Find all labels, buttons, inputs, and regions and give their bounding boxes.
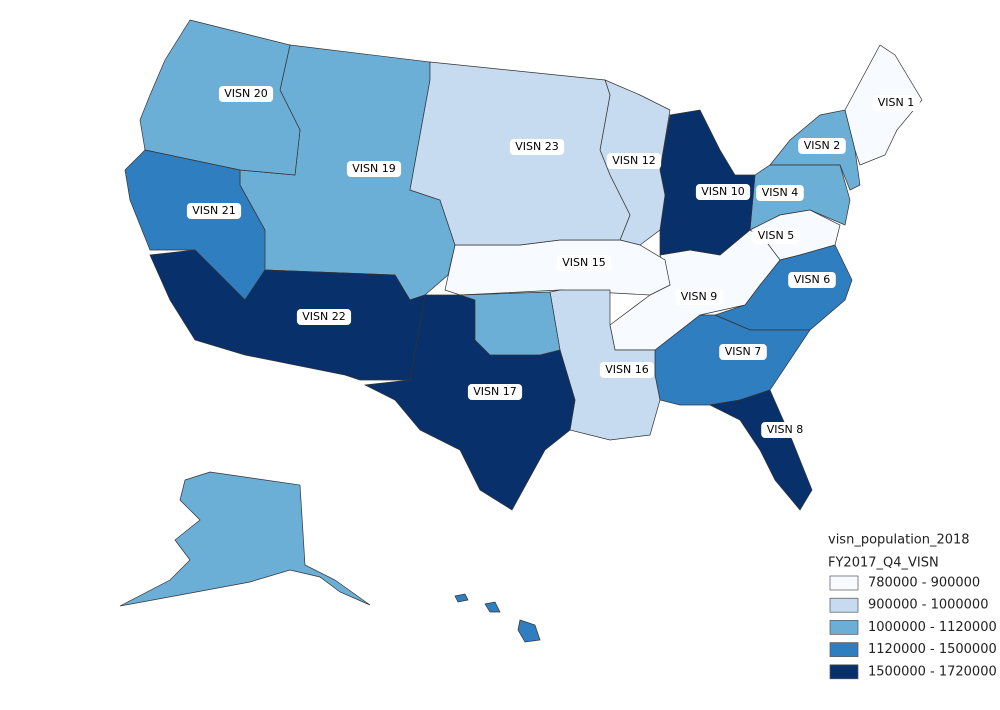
label-halo bbox=[218, 86, 274, 102]
region-label: VISN 2 bbox=[804, 139, 840, 152]
label-halo bbox=[752, 228, 800, 244]
region bbox=[459, 291, 561, 356]
region-label: VISN 6 bbox=[794, 273, 830, 286]
label-halo bbox=[756, 185, 804, 201]
legend-swatch bbox=[829, 597, 859, 613]
region-label: VISN 16 bbox=[605, 363, 648, 376]
legend-swatch bbox=[829, 664, 859, 680]
label-halo bbox=[872, 95, 920, 111]
legend-title: visn_population_2018 bbox=[828, 533, 970, 548]
region-label: VISN 15 bbox=[562, 256, 605, 269]
legend-swatch bbox=[829, 575, 859, 591]
region-label: VISN 8 bbox=[767, 423, 803, 436]
region-label: VISN 19 bbox=[352, 162, 395, 175]
region-label: VISN 9 bbox=[681, 290, 717, 303]
region-label: VISN 12 bbox=[612, 154, 655, 167]
label-halo bbox=[761, 422, 809, 438]
legend: visn_population_2018 FY2017_Q4_VISN 7800… bbox=[828, 533, 997, 680]
label-halo bbox=[788, 272, 836, 288]
legend-label: 1500000 - 1720000 bbox=[868, 664, 997, 679]
regions bbox=[119, 19, 923, 643]
region bbox=[659, 109, 756, 256]
label-halo bbox=[509, 139, 565, 155]
region-label: VISN 23 bbox=[515, 140, 558, 153]
label-halo bbox=[556, 255, 612, 271]
region-label: VISN 1 bbox=[878, 96, 914, 109]
region-label: VISN 5 bbox=[758, 229, 794, 242]
region-label: VISN 4 bbox=[762, 186, 798, 199]
label-halo bbox=[186, 203, 242, 219]
region-label: VISN 7 bbox=[725, 345, 761, 358]
legend-swatch bbox=[829, 620, 859, 635]
legend-swatch bbox=[829, 642, 859, 657]
region-labels: VISN 1 VISN 2 VISN 4 VISN 5 VISN 6 VISN 7 VISN… bbox=[186, 86, 920, 438]
label-halo bbox=[467, 384, 523, 400]
region bbox=[119, 471, 371, 607]
label-halo bbox=[346, 161, 402, 177]
label-halo bbox=[606, 153, 662, 169]
region bbox=[149, 249, 426, 381]
label-halo bbox=[695, 184, 751, 200]
label-halo bbox=[798, 138, 846, 154]
label-halo bbox=[719, 344, 767, 360]
legend-label: 1000000 - 1120000 bbox=[868, 620, 997, 635]
region bbox=[484, 601, 501, 613]
region-label: VISN 22 bbox=[302, 310, 345, 323]
region bbox=[708, 389, 813, 511]
legend-label: 1120000 - 1500000 bbox=[868, 642, 997, 657]
region-label: VISN 17 bbox=[473, 385, 516, 398]
legend-subtitle: FY2017_Q4_VISN bbox=[828, 556, 939, 571]
label-halo bbox=[599, 362, 655, 378]
region-label: VISN 20 bbox=[224, 87, 267, 100]
region-label: VISN 21 bbox=[192, 204, 235, 217]
region-label: VISN 10 bbox=[701, 185, 744, 198]
legend-label: 900000 - 1000000 bbox=[868, 598, 988, 613]
region bbox=[517, 619, 541, 643]
region bbox=[454, 593, 469, 603]
legend-label: 780000 - 900000 bbox=[868, 576, 980, 591]
label-halo bbox=[296, 309, 352, 325]
label-halo bbox=[675, 289, 723, 305]
